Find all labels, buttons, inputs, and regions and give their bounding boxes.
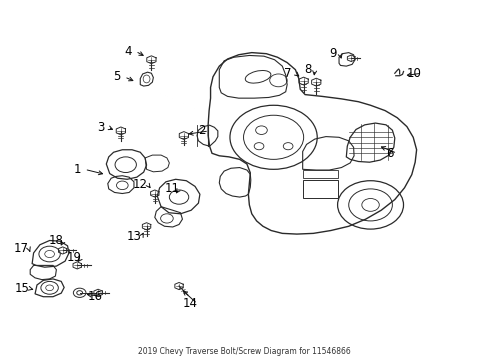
Bar <box>302 170 337 178</box>
Text: 5: 5 <box>113 70 121 83</box>
Text: 19: 19 <box>66 251 81 264</box>
Text: 2: 2 <box>198 125 205 138</box>
Text: 4: 4 <box>124 45 132 58</box>
Text: 12: 12 <box>132 178 147 191</box>
Text: 6: 6 <box>386 147 393 160</box>
Text: 13: 13 <box>126 230 141 243</box>
Text: 7: 7 <box>284 67 291 80</box>
Text: 17: 17 <box>14 242 29 255</box>
Text: 14: 14 <box>183 297 197 310</box>
Text: 16: 16 <box>87 290 102 303</box>
Text: 9: 9 <box>328 47 336 60</box>
Text: 15: 15 <box>15 282 30 295</box>
Text: 1: 1 <box>73 163 81 176</box>
Text: 10: 10 <box>406 67 421 80</box>
Text: 11: 11 <box>164 183 179 195</box>
Text: 18: 18 <box>49 234 64 247</box>
Text: 8: 8 <box>303 63 310 76</box>
Text: 3: 3 <box>97 121 104 134</box>
Bar <box>302 180 337 198</box>
Text: 2019 Chevy Traverse Bolt/Screw Diagram for 11546866: 2019 Chevy Traverse Bolt/Screw Diagram f… <box>138 347 350 356</box>
